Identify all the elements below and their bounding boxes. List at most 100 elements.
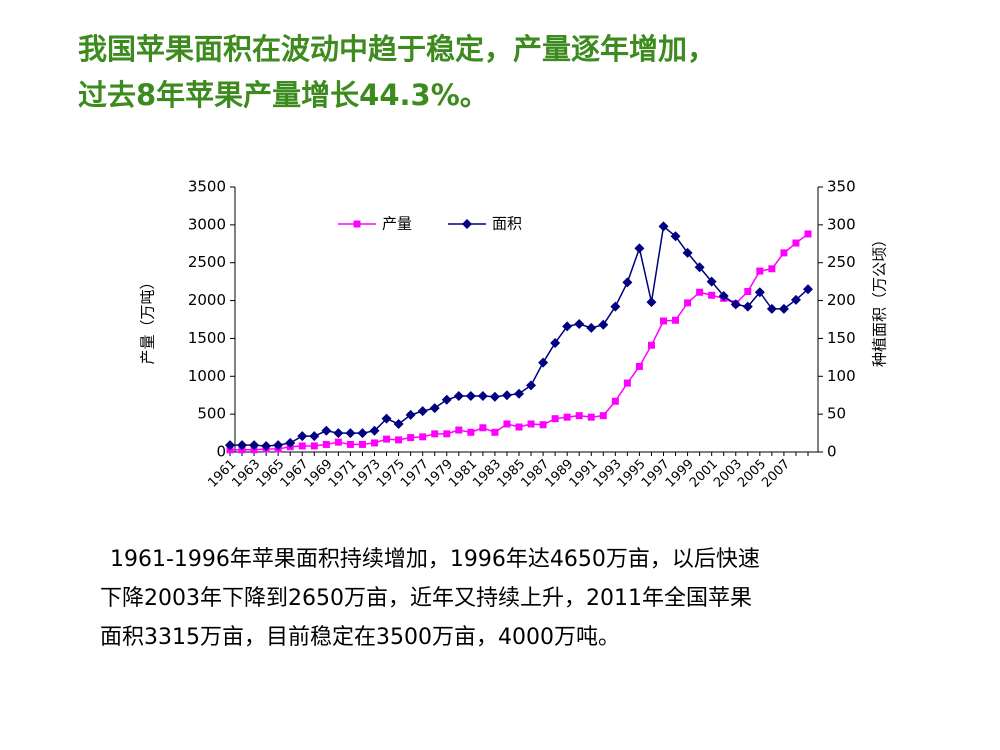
data-point bbox=[465, 390, 476, 401]
y2-tick-label: 150 bbox=[827, 329, 856, 347]
body-text: 1961-1996年苹果面积持续增加，1996年达4650万亩，以后快速 下降2… bbox=[100, 540, 760, 657]
title-line: 我国苹果面积在波动中趋于稳定，产量逐年增加， bbox=[78, 32, 717, 66]
data-point bbox=[694, 262, 705, 273]
data-point bbox=[550, 337, 561, 348]
data-point bbox=[708, 291, 716, 299]
data-point bbox=[357, 428, 368, 439]
y2-tick-label: 100 bbox=[827, 367, 856, 385]
data-point bbox=[443, 430, 451, 438]
y2-tick-label: 200 bbox=[827, 291, 856, 309]
data-point bbox=[634, 243, 645, 254]
slide-title: 我国苹果面积在波动中趋于稳定，产量逐年增加， 过去8年苹果产量增长44.3%。 bbox=[78, 26, 716, 118]
data-point bbox=[599, 412, 607, 420]
y-axis-label: 产量（万吨） bbox=[139, 274, 157, 364]
data-point bbox=[249, 440, 260, 451]
legend-marker bbox=[462, 219, 472, 229]
data-point bbox=[321, 425, 332, 436]
data-point bbox=[718, 291, 729, 302]
data-point bbox=[405, 409, 416, 420]
data-point bbox=[756, 267, 764, 275]
data-point bbox=[768, 265, 776, 273]
data-point bbox=[333, 428, 344, 439]
y2-axis-label: 种植面积（万公顷） bbox=[871, 232, 889, 367]
body-line: 1961-1996年苹果面积持续增加，1996年达4650万亩，以后快速 bbox=[110, 547, 760, 572]
title-line: 过去8年苹果产量增长44.3%。 bbox=[78, 78, 489, 112]
data-point bbox=[310, 442, 318, 450]
legend-marker bbox=[353, 220, 361, 228]
data-point bbox=[790, 294, 801, 305]
data-point bbox=[298, 442, 306, 450]
data-point bbox=[322, 440, 330, 448]
data-point bbox=[419, 433, 427, 441]
data-point bbox=[237, 440, 248, 451]
data-point bbox=[407, 434, 415, 442]
data-point bbox=[383, 435, 391, 443]
x-tick-label: 2007 bbox=[759, 457, 793, 491]
data-point bbox=[575, 412, 583, 420]
data-point bbox=[586, 322, 597, 333]
y2-tick-label: 300 bbox=[827, 215, 856, 233]
data-point bbox=[587, 413, 595, 421]
data-point bbox=[670, 231, 681, 242]
chart: 0 500 1000 1500 2000 2500 3000 3500 0 50 100 150 200… bbox=[139, 178, 889, 491]
series-line bbox=[230, 224, 809, 447]
data-point bbox=[453, 390, 464, 401]
data-point bbox=[778, 303, 789, 314]
data-point bbox=[635, 362, 643, 370]
data-point bbox=[754, 287, 765, 298]
data-point bbox=[503, 420, 511, 428]
data-point bbox=[611, 397, 619, 405]
data-point bbox=[345, 428, 356, 439]
data-point bbox=[489, 391, 500, 402]
data-point bbox=[477, 390, 488, 401]
data-point bbox=[658, 221, 669, 232]
y-tick-label: 1500 bbox=[188, 329, 226, 347]
body-line: 面积3315万亩，目前稳定在3500万亩，4000万吨。 bbox=[100, 625, 620, 650]
data-point bbox=[273, 440, 284, 451]
data-point bbox=[598, 319, 609, 330]
data-point bbox=[780, 249, 788, 257]
data-point bbox=[491, 428, 499, 436]
data-point bbox=[730, 299, 741, 310]
y-tick-label: 500 bbox=[197, 405, 226, 423]
y-tick-label: 3500 bbox=[188, 178, 226, 196]
data-point bbox=[467, 428, 475, 436]
data-point bbox=[766, 303, 777, 314]
data-point bbox=[610, 301, 621, 312]
data-point bbox=[455, 426, 463, 434]
data-point bbox=[803, 284, 813, 295]
legend-label: 面积 bbox=[492, 215, 522, 233]
y2-tick-label: 0 bbox=[827, 443, 837, 461]
data-point bbox=[371, 439, 378, 447]
data-point bbox=[369, 425, 380, 436]
data-point bbox=[539, 421, 547, 429]
data-point bbox=[526, 380, 537, 391]
data-point bbox=[792, 239, 800, 247]
data-point bbox=[285, 437, 296, 448]
y2-tick-label: 50 bbox=[827, 405, 846, 423]
data-point bbox=[381, 413, 392, 424]
data-point bbox=[562, 321, 573, 332]
data-point bbox=[660, 317, 667, 325]
y2-tick-label: 350 bbox=[827, 178, 856, 196]
data-point bbox=[622, 277, 633, 288]
y-tick-label: 0 bbox=[216, 443, 226, 461]
data-point bbox=[441, 394, 452, 405]
data-point bbox=[551, 415, 559, 423]
data-point bbox=[563, 413, 571, 421]
data-point bbox=[804, 230, 812, 238]
data-point bbox=[334, 438, 342, 446]
data-point bbox=[646, 297, 657, 308]
data-point bbox=[682, 247, 693, 258]
data-point bbox=[479, 424, 487, 432]
data-point bbox=[358, 440, 366, 448]
data-point bbox=[417, 406, 428, 417]
data-point bbox=[431, 430, 439, 438]
data-point bbox=[501, 390, 512, 401]
data-point bbox=[297, 431, 308, 442]
data-point bbox=[346, 440, 354, 448]
data-point bbox=[744, 287, 752, 295]
data-point bbox=[225, 440, 235, 451]
data-point bbox=[623, 379, 631, 387]
